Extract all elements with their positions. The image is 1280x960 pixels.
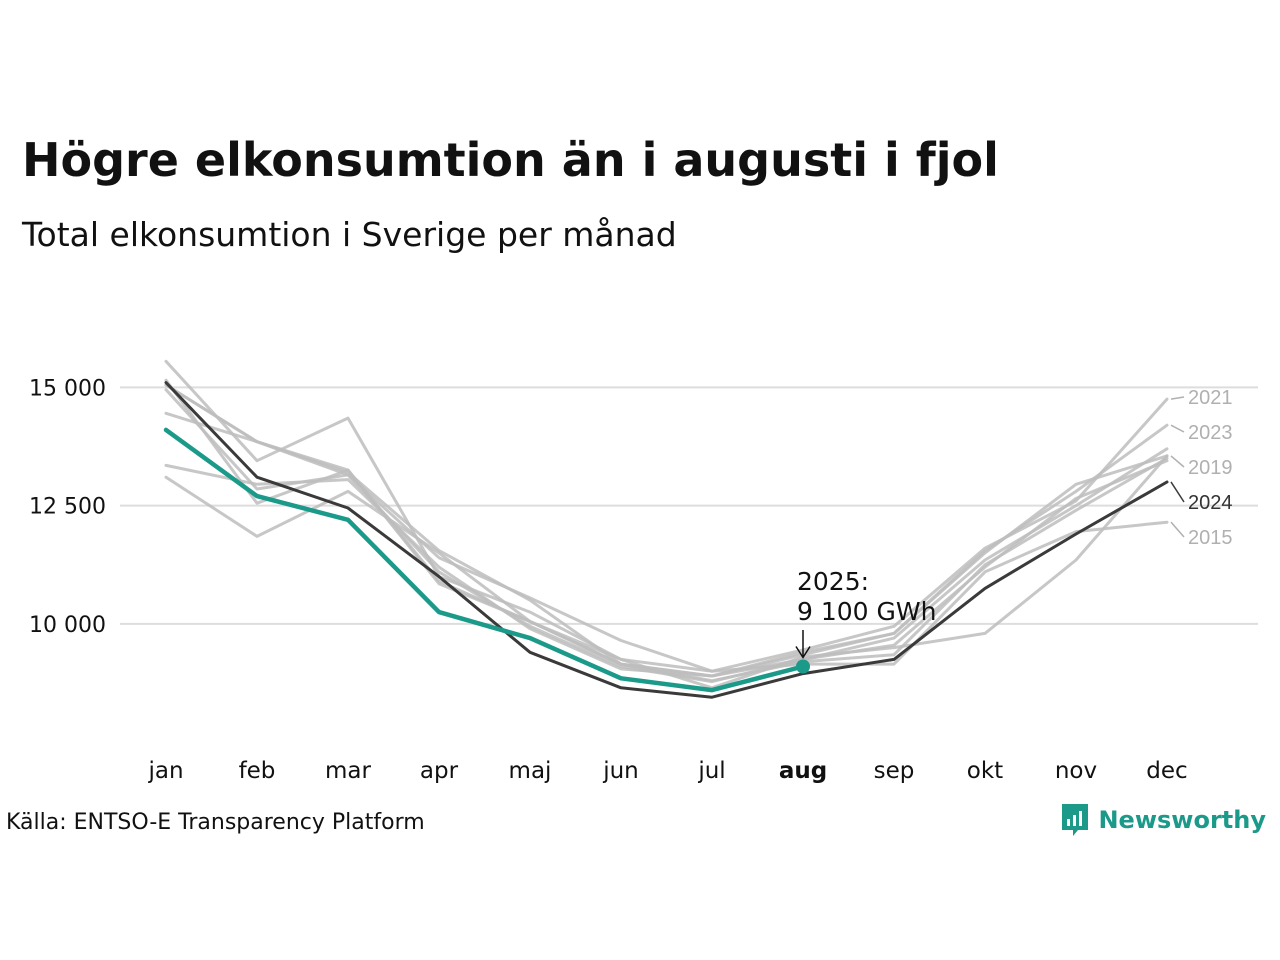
brand-logo: Newsworthy <box>1060 802 1266 838</box>
annotation-label-1: 2025: <box>797 567 869 596</box>
series-line <box>164 411 1169 683</box>
series-line <box>164 378 1169 678</box>
series-line <box>164 383 1169 673</box>
x-tick-label: jan <box>147 758 183 784</box>
x-tick-label: aug <box>779 758 827 784</box>
x-axis-tick-labels: jan feb mar apr maj jun jul aug sep okt nov dec <box>147 758 1187 784</box>
x-tick-label: jun <box>602 758 639 784</box>
series-label: 2024 <box>1188 492 1233 514</box>
series-line <box>164 388 1169 684</box>
x-tick-label: sep <box>874 758 915 784</box>
chart-subtitle: Total elkonsumtion i Sverige per månad <box>22 215 677 254</box>
series-label: 2021 <box>1188 387 1233 409</box>
newsworthy-logo-icon <box>1062 804 1089 836</box>
label-leader <box>1170 455 1185 468</box>
annotation-arrow-head <box>795 646 811 659</box>
x-tick-label: dec <box>1146 758 1187 784</box>
x-tick-label: apr <box>420 758 459 784</box>
y-axis-tick-labels: 10 000 12 500 15 000 <box>29 376 106 638</box>
x-tick-label: okt <box>967 758 1003 784</box>
chart-title: Högre elkonsumtion än i augusti i fjol <box>22 133 999 187</box>
label-leader <box>1170 396 1185 400</box>
source-note: Källa: ENTSO-E Transparency Platform <box>6 810 425 835</box>
x-tick-label: jul <box>697 758 725 784</box>
line-chart: 10 000 12 500 15 000 jan feb mar apr maj jun jul… <box>29 359 1258 784</box>
x-tick-label: mar <box>325 758 371 784</box>
series-end-labels: 2015 2019 2023 2021 2024 <box>1170 387 1233 549</box>
brand-name: Newsworthy <box>1098 806 1266 834</box>
series-line <box>163 427 806 693</box>
label-leader <box>1170 481 1185 503</box>
series-label: 2019 <box>1188 457 1233 479</box>
y-tick-label: 15 000 <box>29 376 106 401</box>
label-leader <box>1170 424 1185 433</box>
x-tick-label: nov <box>1055 758 1097 784</box>
annotation: 2025:9 100 GWh <box>795 567 936 659</box>
series-line <box>164 475 1169 673</box>
series-line <box>164 359 1169 690</box>
series-lines <box>163 359 1169 699</box>
series-point <box>796 659 810 674</box>
x-tick-label: feb <box>239 758 276 784</box>
series-label: 2023 <box>1188 422 1233 444</box>
y-tick-label: 12 500 <box>29 495 106 520</box>
series-line <box>164 381 1169 699</box>
label-leader <box>1170 521 1185 538</box>
y-tick-label: 10 000 <box>29 613 106 638</box>
annotation-label-2: 9 100 GWh <box>797 597 936 626</box>
x-tick-label: maj <box>509 758 552 784</box>
series-label: 2015 <box>1188 527 1233 549</box>
